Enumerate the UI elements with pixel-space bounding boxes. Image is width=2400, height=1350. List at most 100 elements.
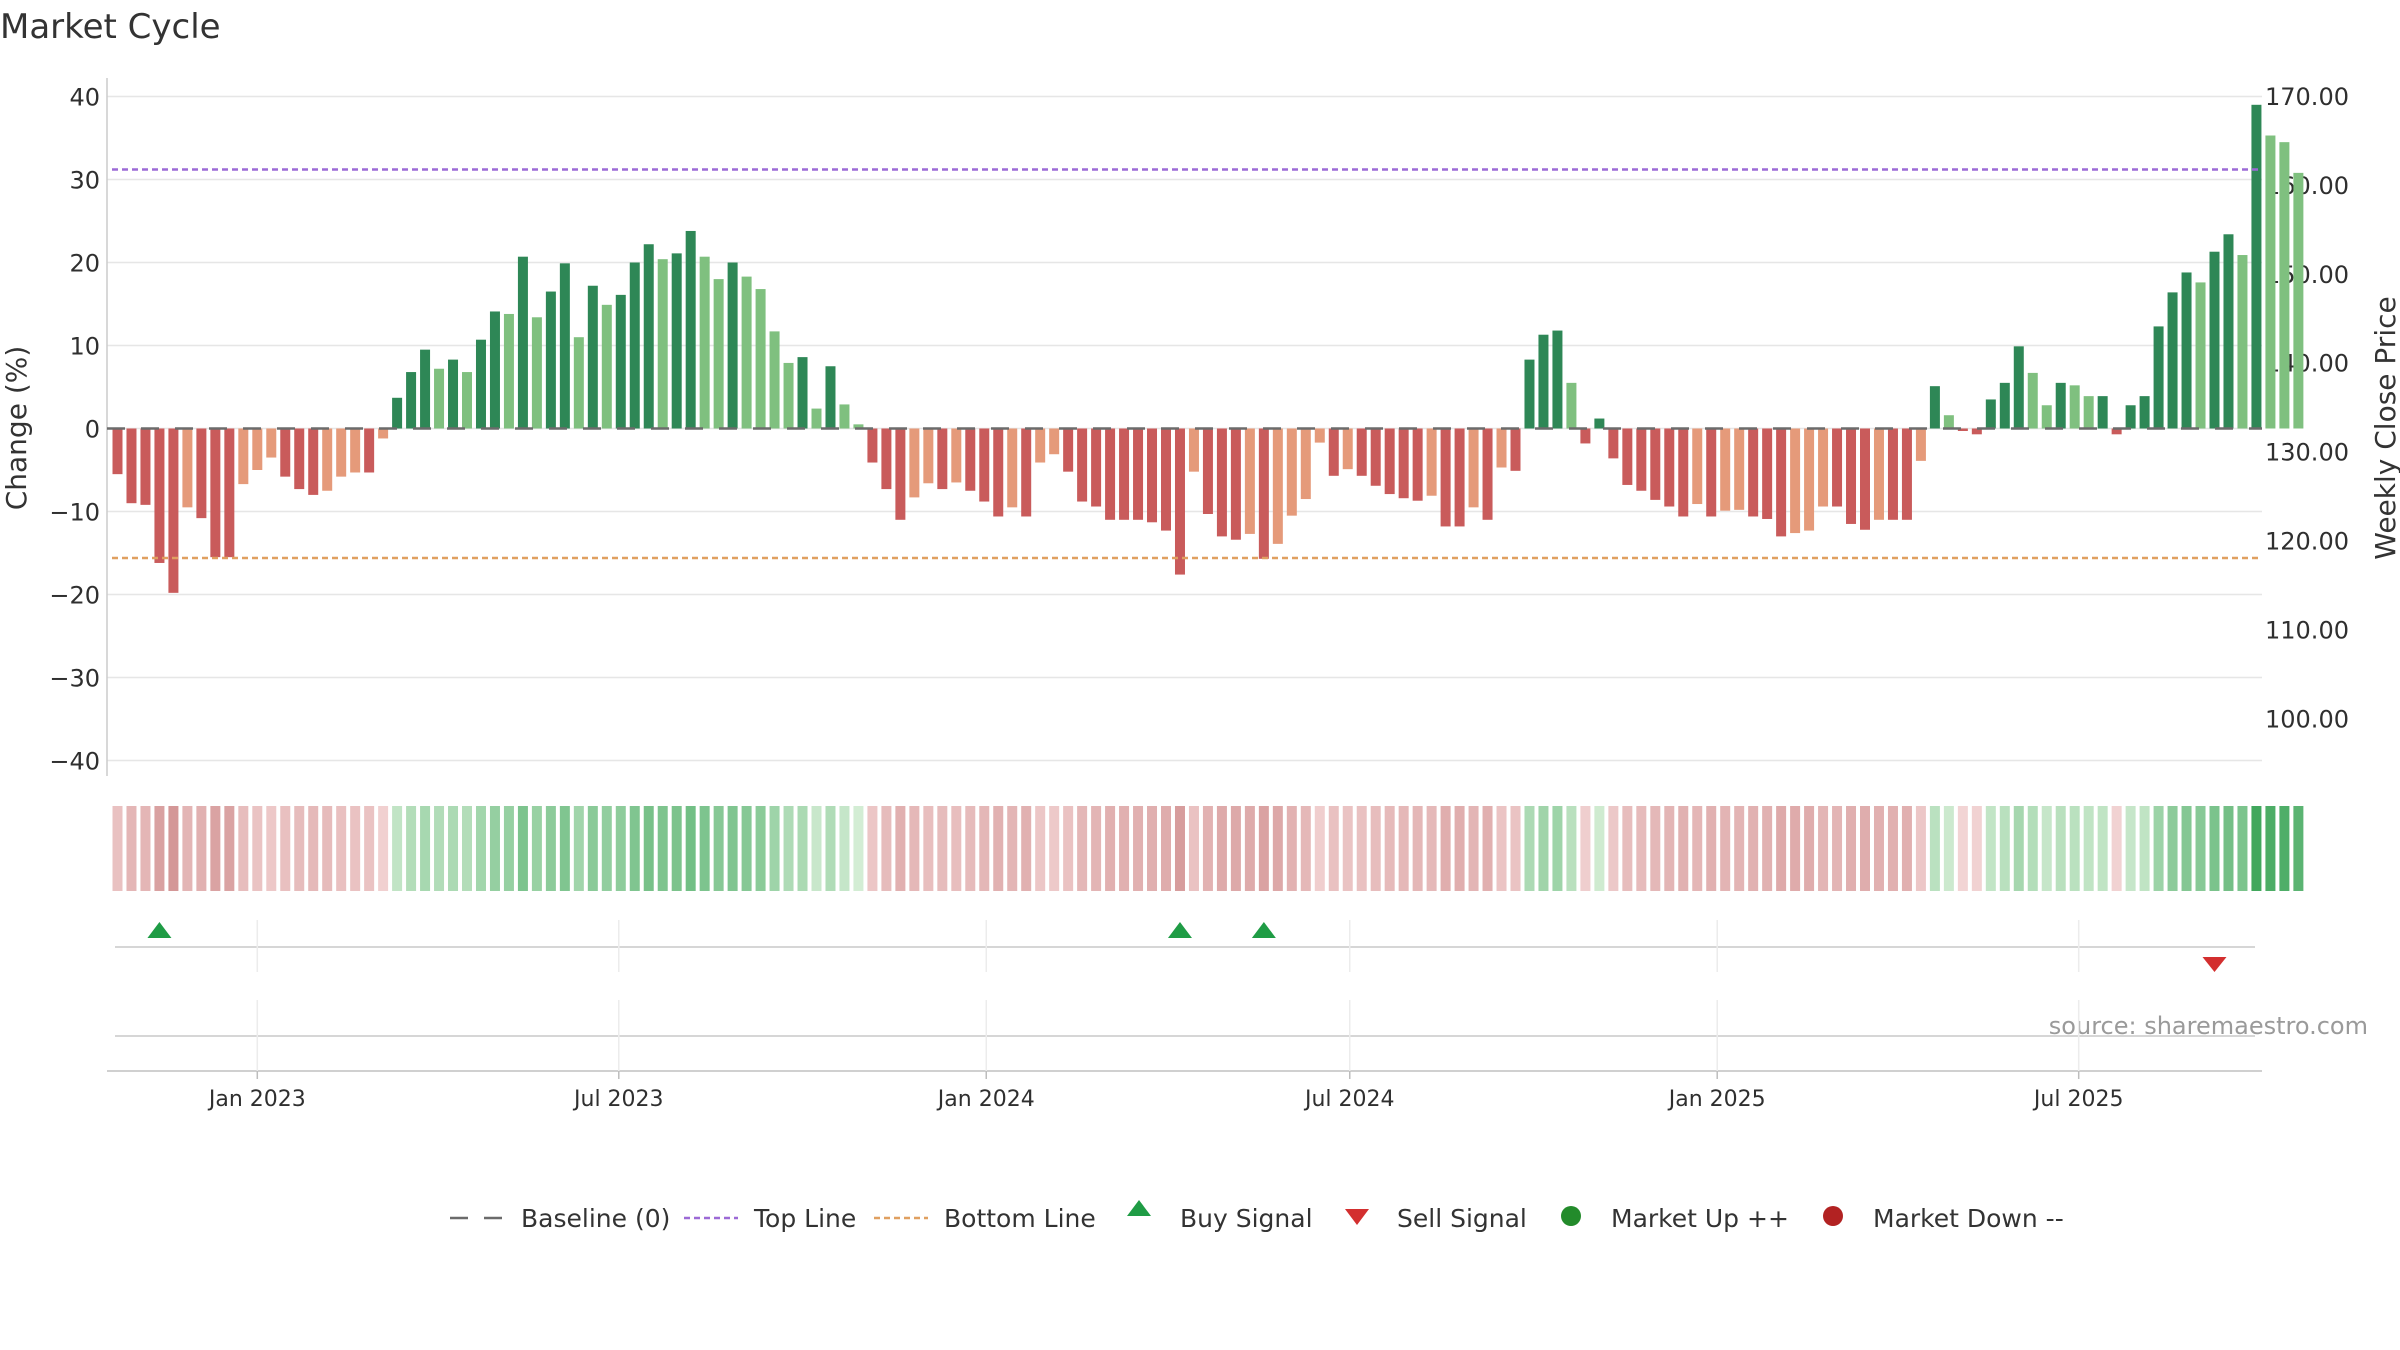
heat-cell bbox=[1049, 806, 1060, 891]
bar bbox=[1594, 418, 1605, 429]
legend-label: Market Up ++ bbox=[1611, 1204, 1789, 1233]
legend-item-top: Top Line bbox=[684, 1204, 856, 1233]
bar bbox=[517, 256, 528, 429]
heat-cell bbox=[1748, 806, 1759, 891]
bar bbox=[769, 331, 780, 429]
signals-panel bbox=[115, 922, 2255, 972]
heat-cell bbox=[643, 806, 654, 891]
heat-cell bbox=[308, 806, 319, 891]
heat-cell bbox=[462, 806, 472, 891]
heat-cell bbox=[2237, 806, 2248, 891]
heat-cell bbox=[1370, 806, 1381, 891]
heat-cell bbox=[1426, 806, 1437, 891]
heat-cell bbox=[238, 806, 249, 891]
bar bbox=[1412, 428, 1423, 501]
bar bbox=[531, 317, 542, 429]
bar bbox=[1356, 428, 1367, 476]
heat-cell bbox=[909, 806, 920, 891]
heat-cell bbox=[1021, 806, 1032, 891]
bar bbox=[993, 428, 1004, 517]
heat-cell bbox=[573, 806, 584, 891]
bar bbox=[1748, 428, 1759, 517]
heat-cell bbox=[196, 806, 207, 891]
heat-cell bbox=[224, 806, 235, 891]
bar bbox=[1468, 428, 1479, 508]
bar bbox=[1636, 428, 1647, 491]
heat-cell bbox=[1678, 806, 1689, 891]
bar bbox=[1398, 428, 1409, 499]
heat-cell bbox=[182, 806, 193, 891]
legend-label: Top Line bbox=[753, 1204, 856, 1233]
heat-cell bbox=[1230, 806, 1241, 891]
heat-cell bbox=[1161, 806, 1171, 891]
heat-cell bbox=[1035, 806, 1046, 891]
bar bbox=[1202, 428, 1213, 514]
heat-cell bbox=[1314, 806, 1325, 891]
heat-cell bbox=[2111, 806, 2122, 891]
heat-cell bbox=[1147, 806, 1158, 891]
heat-cell bbox=[210, 806, 221, 891]
bar bbox=[909, 428, 920, 498]
bar bbox=[783, 362, 794, 429]
heat-cell bbox=[783, 806, 794, 891]
x-tick-label: Jul 2025 bbox=[2032, 1087, 2124, 1112]
legend-item-baseline: Baseline (0) bbox=[450, 1204, 670, 1233]
market-down-dot-icon bbox=[1823, 1206, 1843, 1226]
bar bbox=[1021, 428, 1032, 517]
heat-cell bbox=[1412, 806, 1423, 891]
heat-cell bbox=[1356, 806, 1367, 891]
buy-signal-marker bbox=[1251, 922, 1276, 938]
bar bbox=[1887, 428, 1898, 520]
heat-cell bbox=[531, 806, 542, 891]
bar bbox=[378, 428, 389, 439]
bar bbox=[364, 428, 375, 473]
heat-cell bbox=[1063, 806, 1074, 891]
heat-cell bbox=[266, 806, 277, 891]
heat-cell bbox=[559, 806, 570, 891]
heat-cell bbox=[615, 806, 626, 891]
bar bbox=[2069, 385, 2080, 429]
bar bbox=[140, 428, 151, 505]
bar bbox=[1077, 428, 1088, 502]
bar bbox=[643, 244, 654, 429]
bar bbox=[1580, 428, 1591, 444]
bar bbox=[112, 428, 123, 475]
heat-cell bbox=[1482, 806, 1493, 891]
heat-cell bbox=[825, 806, 836, 891]
y-tick-label: 0 bbox=[85, 416, 100, 444]
bar bbox=[126, 428, 137, 504]
bar bbox=[1957, 428, 1968, 431]
bar bbox=[1650, 428, 1661, 500]
heat-cell bbox=[1971, 806, 1982, 891]
bar bbox=[629, 262, 640, 429]
heat-cell bbox=[1776, 806, 1787, 891]
buy-triangle-icon bbox=[1127, 1200, 1151, 1216]
bar bbox=[1734, 428, 1745, 510]
heat-cell bbox=[1286, 806, 1297, 891]
bar bbox=[1105, 428, 1116, 520]
heat-cell bbox=[1174, 806, 1185, 891]
heat-cell bbox=[1105, 806, 1116, 891]
bar bbox=[350, 428, 361, 473]
bar bbox=[308, 428, 319, 495]
bar bbox=[2265, 135, 2276, 429]
heat-cell bbox=[1119, 806, 1130, 891]
heat-cell bbox=[1300, 806, 1311, 891]
heat-cell bbox=[2181, 806, 2192, 891]
heat-cell bbox=[2069, 806, 2080, 891]
heat-cell bbox=[1901, 806, 1912, 891]
bar bbox=[937, 428, 948, 490]
bar bbox=[1776, 428, 1787, 537]
heat-cell bbox=[979, 806, 990, 891]
heat-cell bbox=[475, 806, 486, 891]
bar bbox=[1035, 428, 1046, 463]
bar bbox=[713, 279, 724, 429]
heat-cell bbox=[280, 806, 291, 891]
bar bbox=[266, 428, 277, 458]
bar bbox=[322, 428, 333, 491]
heat-cell bbox=[923, 806, 934, 891]
bar bbox=[545, 291, 556, 429]
heat-cell bbox=[545, 806, 556, 891]
bar bbox=[1818, 428, 1829, 507]
